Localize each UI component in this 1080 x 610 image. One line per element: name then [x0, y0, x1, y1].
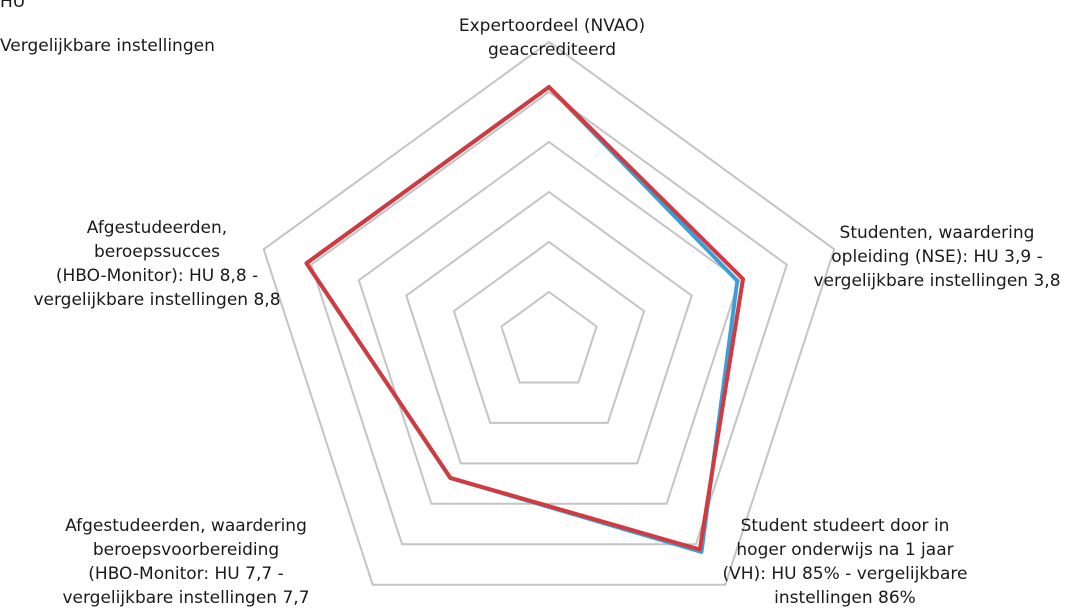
radar-series [304, 85, 745, 554]
grid-ring-6 [262, 40, 836, 586]
axis-label-2-line-2: (VH): HU 85% - vergelijkbare [723, 564, 968, 584]
grid-ring-1 [500, 290, 598, 384]
axis-label-3-line-3: vergelijkbare instellingen 7,7 [62, 588, 309, 608]
axis-label-1-line-0: Studenten, waardering [840, 223, 1035, 243]
axis-label-1: Studenten, waardering opleiding (NSE): HU… [813, 223, 1060, 291]
axis-label-2-line-0: Student studeert door in [741, 516, 950, 536]
grid-ring-2 [452, 240, 646, 424]
axis-label-3-line-0: Afgestudeerden, waardering [65, 516, 307, 536]
axis-labels: Expertoordeel (NVAO) geaccrediteerd Studen… [33, 16, 1060, 608]
axis-label-3-line-2: (HBO-Monitor: HU 7,7 - [88, 564, 283, 584]
axis-label-0: Expertoordeel (NVAO) geaccrediteerd [459, 16, 645, 60]
grid-ring-5 [310, 90, 788, 546]
axis-label-3: Afgestudeerden, waardering beroepsvoorber… [62, 516, 309, 608]
axis-label-4-line-3: vergelijkbare instellingen 8,8 [33, 290, 280, 310]
legend-entry-hu: HU [0, 0, 26, 12]
axis-label-0-line-1: geaccrediteerd [488, 40, 616, 60]
axis-label-4-line-2: (HBO-Monitor): HU 8,8 - [56, 266, 258, 286]
radar-grid [262, 40, 836, 586]
series-line-1 [304, 85, 745, 552]
axis-label-4: Afgestudeerden, beroepssucces (HBO-Monitor… [33, 218, 280, 310]
axis-label-2-line-1: hoger onderwijs na 1 jaar [736, 540, 953, 560]
legend-entry-vergelijkbare-instellingen: Vergelijkbare instellingen [0, 36, 215, 56]
axis-label-1-line-2: vergelijkbare instellingen 3,8 [813, 271, 1060, 291]
grid-ring-4 [357, 140, 741, 505]
axis-label-4-line-1: beroepssucces [94, 242, 220, 262]
axis-label-2: Student studeert door in hoger onderwijs … [723, 516, 968, 608]
axis-label-3-line-1: beroepsvoorbereiding [93, 540, 279, 560]
axis-label-2-line-3: instellingen 86% [774, 588, 916, 608]
axis-label-0-line-0: Expertoordeel (NVAO) [459, 16, 645, 36]
grid-ring-3 [405, 190, 693, 465]
axis-label-1-line-1: opleiding (NSE): HU 3,9 - [831, 247, 1042, 267]
axis-label-4-line-0: Afgestudeerden, [87, 218, 227, 238]
